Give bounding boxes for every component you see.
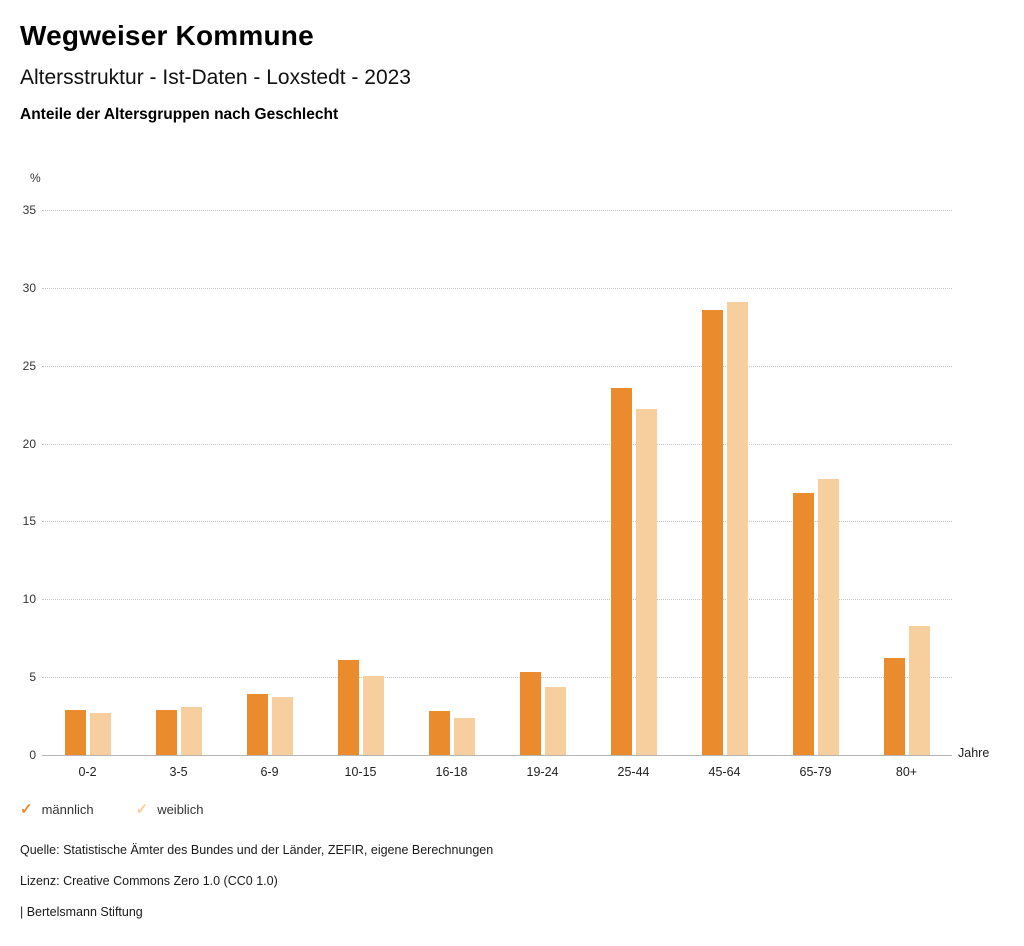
gridline <box>42 365 952 367</box>
x-tick-label: 19-24 <box>526 765 559 779</box>
bar-weiblich <box>271 697 293 755</box>
bar-männlich <box>610 387 632 755</box>
x-tick-label: 16-18 <box>435 765 468 779</box>
bar-group <box>246 210 293 755</box>
bar-group <box>792 210 839 755</box>
footer-source: Quelle: Statistische Ämter des Bundes un… <box>20 843 494 857</box>
bar-weiblich <box>180 706 202 755</box>
y-tick-label: 35 <box>22 203 36 217</box>
bar-männlich <box>701 309 723 755</box>
bar-weiblich <box>453 717 475 755</box>
bar-männlich <box>246 694 268 755</box>
bar-group <box>337 210 384 755</box>
bar-group <box>428 210 475 755</box>
legend-item-männlich: ✓ männlich <box>20 802 94 817</box>
y-axis-ticks: 0 5 10 15 20 25 30 35 <box>6 203 36 762</box>
bar-weiblich <box>817 479 839 755</box>
y-tick-label: 30 <box>22 280 36 295</box>
legend-item-weiblich: ✓ weiblich <box>136 802 204 817</box>
x-axis-labels: 0-2 3-5 6-9 10-15 16-18 19-24 25-44 45-64 65-79 8… <box>42 765 952 785</box>
bar-group <box>155 210 202 755</box>
chart-heading: Anteile der Altersgruppen nach Geschlech… <box>20 106 339 123</box>
y-tick-label: 10 <box>22 592 36 607</box>
x-tick-label: 10-15 <box>344 765 377 779</box>
bar-weiblich <box>635 409 657 755</box>
plot-area <box>42 210 952 756</box>
footer-license: Lizenz: Creative Commons Zero 1.0 (CC0 1… <box>20 874 278 888</box>
gridline <box>42 521 952 523</box>
gridline <box>42 210 952 211</box>
bar-männlich <box>792 493 814 755</box>
x-tick-label: 65-79 <box>799 765 832 779</box>
bar-weiblich <box>89 712 111 755</box>
legend-label: männlich <box>41 802 94 817</box>
bar-group <box>64 210 111 755</box>
y-tick-label: 20 <box>22 436 36 451</box>
x-axis-unit-label: Jahre <box>958 746 990 760</box>
x-tick-label: 0-2 <box>78 765 97 779</box>
gridline <box>42 443 952 445</box>
gridline <box>42 287 952 289</box>
bar-weiblich <box>908 625 930 755</box>
bar-weiblich <box>544 686 566 755</box>
gridline <box>42 599 952 601</box>
bar-group <box>610 210 657 755</box>
x-tick-label: 25-44 <box>617 765 650 779</box>
x-tick-label: 45-64 <box>708 765 741 779</box>
x-tick-label: 3-5 <box>169 765 188 779</box>
y-tick-label: 25 <box>22 358 36 373</box>
bar-männlich <box>64 709 86 755</box>
bar-männlich <box>337 660 359 755</box>
chart-subtitle: Altersstruktur - Ist-Daten - Loxstedt - … <box>20 66 411 89</box>
check-icon: ✓ <box>20 801 33 818</box>
bar-männlich <box>519 672 541 755</box>
footer-attribution: | Bertelsmann Stiftung <box>20 905 143 919</box>
bar-group <box>519 210 566 755</box>
legend-label: weiblich <box>157 802 204 817</box>
bar-männlich <box>428 711 450 755</box>
gridline <box>42 677 952 679</box>
y-tick-label: 15 <box>22 514 36 529</box>
gridline <box>42 755 952 756</box>
y-axis-unit-label: % <box>30 171 41 185</box>
y-tick-label: 5 <box>29 670 36 685</box>
bar-weiblich <box>362 675 384 755</box>
x-tick-label: 6-9 <box>260 765 279 779</box>
bar-weiblich <box>726 301 748 755</box>
bar-männlich <box>155 709 177 755</box>
y-tick-label: 0 <box>29 748 36 762</box>
bar-group <box>701 210 748 755</box>
bar-männlich <box>883 658 905 755</box>
x-tick-label: 80+ <box>895 765 918 779</box>
check-icon: ✓ <box>135 801 149 818</box>
app-title: Wegweiser Kommune <box>20 20 314 51</box>
bar-group <box>883 210 930 755</box>
legend: ✓ männlich ✓ weiblich <box>20 802 203 817</box>
